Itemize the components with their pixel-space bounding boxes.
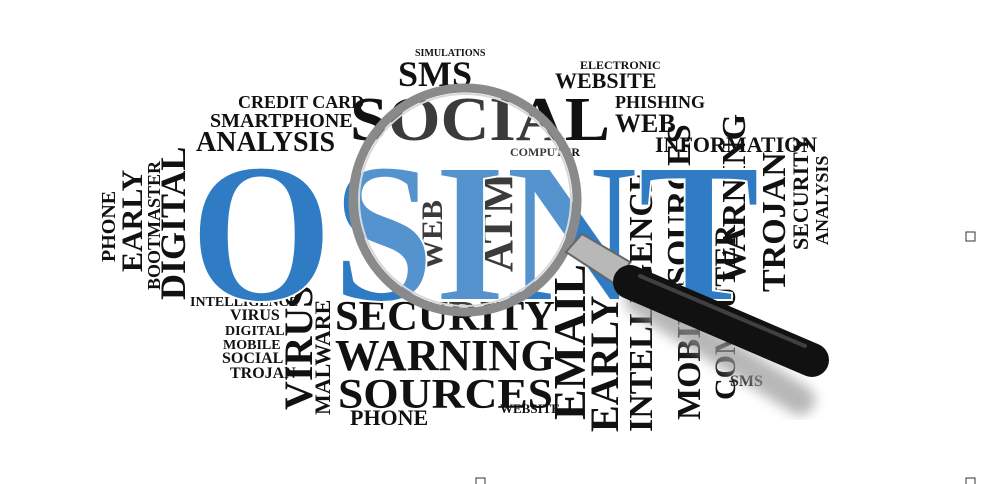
cloud-word: SIMULATIONS [415, 48, 486, 59]
cloud-word: EARLY [116, 169, 149, 272]
cloud-word: WARNING [716, 114, 753, 282]
resize-handle[interactable] [475, 477, 486, 484]
cloud-word: ATM [473, 173, 522, 272]
cloud-word: SOURCES [338, 372, 553, 418]
cloud-word: PHISHING [615, 92, 705, 112]
cloud-word: SOCIAL [222, 350, 283, 367]
cloud-word: MOBILE [223, 338, 281, 353]
cloud-word: VIRUS [276, 286, 321, 410]
cloud-word: TROJAN [756, 152, 793, 292]
cloud-word: WEB [416, 200, 449, 270]
cloud-word: BOOTMASTER [144, 160, 164, 290]
cloud-word: SOURCES [661, 124, 698, 285]
resize-handle[interactable] [965, 477, 976, 484]
cloud-word: MALWARE [310, 300, 335, 415]
headline-word: OSINT [190, 123, 760, 344]
cloud-word: DIGITAL [225, 324, 285, 339]
magnifying-glass [348, 83, 829, 415]
cloud-word: SECURITY [788, 136, 813, 250]
cloud-word: INTELLIGENCE [190, 295, 298, 310]
cloud-word: ANALYSIS [196, 127, 335, 158]
cloud-word: PHONE [98, 191, 120, 262]
word-cloud: SOCIALSMSWEBSITECREDIT CARDSMARTPHONEANA… [98, 48, 832, 432]
cloud-word: ELECTRONIC [580, 58, 661, 72]
cloud-word: TROJAN [230, 365, 296, 382]
cloud-word: VIRUS [230, 307, 280, 324]
cloud-word: WEB [615, 109, 676, 138]
cloud-word: WEBSITE [555, 68, 657, 93]
cloud-word: CREDIT CARD [238, 92, 364, 112]
cloud-word: EMAIL [544, 264, 595, 420]
cloud-word: DIGITAL [153, 147, 193, 300]
cloud-word: PHONE [350, 405, 428, 430]
cloud-word: SOCIAL [350, 86, 610, 154]
cloud-word: WARNING [335, 331, 555, 380]
cloud-word: WEBSITE [500, 401, 560, 416]
cloud-word: INFORMATION [655, 132, 817, 157]
cloud-word: EARLY [582, 296, 627, 432]
cloud-word: SMARTPHONE [210, 110, 353, 132]
resize-handle[interactable] [965, 231, 976, 242]
cloud-word: ANALYSIS [812, 156, 832, 245]
